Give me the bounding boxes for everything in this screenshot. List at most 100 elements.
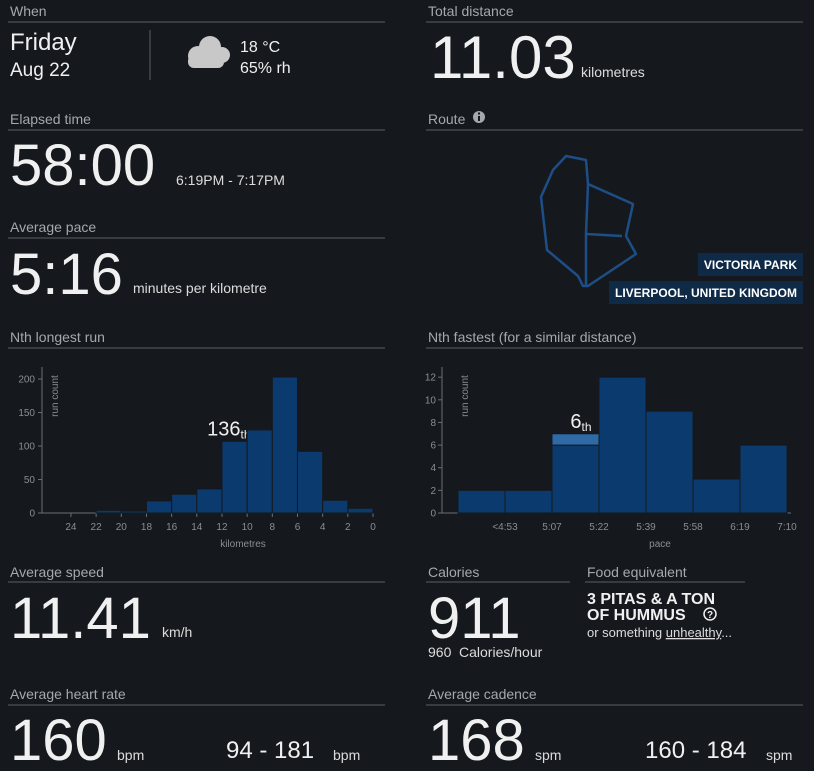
bar — [221, 440, 248, 514]
bar — [347, 507, 374, 514]
cadence-range: 160 - 184 — [645, 737, 746, 764]
y-tick-label: 50 — [24, 475, 36, 486]
annotation-suffix: th — [241, 427, 251, 441]
y-tick-label: 4 — [430, 463, 436, 474]
bar — [120, 510, 147, 514]
heading: Total distance — [428, 3, 514, 19]
annotation: 136 — [207, 418, 240, 440]
x-tick-label: 7:10 — [777, 522, 797, 533]
temperature: 18 °C — [240, 39, 280, 56]
x-axis-label: pace — [649, 539, 671, 550]
pace-unit: minutes per kilometre — [133, 280, 267, 296]
calories-rate: 960 — [428, 644, 452, 660]
bar — [457, 489, 506, 514]
note-text: or something — [587, 625, 666, 640]
bar — [551, 444, 600, 514]
heading: Nth fastest (for a similar distance) — [428, 329, 637, 345]
x-tick-label: 5:58 — [683, 522, 703, 533]
help-icon[interactable]: ? — [703, 607, 717, 621]
x-tick-label: 0 — [370, 522, 376, 533]
bar — [271, 376, 298, 514]
x-tick-label: 2 — [345, 522, 351, 533]
cadence-value: 168 — [428, 708, 525, 771]
heart-range-unit: bpm — [333, 747, 360, 763]
route-label: LIVERPOOL, UNITED KINGDOM — [615, 286, 797, 300]
bar — [145, 500, 173, 514]
heading: Average pace — [10, 219, 96, 235]
x-tick-label: 18 — [141, 522, 153, 533]
cadence-unit: spm — [535, 747, 561, 763]
calories-value: 911 — [428, 586, 520, 651]
heart-value: 160 — [10, 708, 107, 771]
x-tick-label: 14 — [191, 522, 203, 533]
x-tick-label: 5:39 — [636, 522, 656, 533]
humidity: 65% rh — [240, 60, 291, 77]
pace-value: 5:16 — [10, 242, 123, 307]
info-icon[interactable] — [473, 111, 485, 123]
y-tick-label: 2 — [430, 486, 436, 497]
y-tick-label: 200 — [18, 375, 35, 386]
bar — [692, 478, 741, 514]
distance-unit: kilometres — [581, 64, 645, 80]
day: Friday — [10, 29, 77, 56]
y-tick-label: 8 — [430, 418, 436, 429]
bar — [598, 376, 647, 514]
bar — [645, 410, 694, 514]
note-link[interactable]: unhealthy — [666, 625, 723, 640]
speed-unit: km/h — [162, 624, 192, 640]
x-tick-label: 5:07 — [542, 522, 562, 533]
x-tick-label: 22 — [91, 522, 103, 533]
heading: Route — [428, 111, 466, 127]
x-tick-label: 10 — [242, 522, 254, 533]
heading: When — [10, 3, 47, 19]
y-tick-label: 12 — [425, 373, 437, 384]
route-label-box — [697, 253, 803, 276]
heading: Nth longest run — [10, 329, 105, 345]
date: Aug 22 — [10, 60, 70, 81]
y-tick-label: 0 — [29, 509, 35, 520]
y-tick-label: 10 — [425, 395, 437, 406]
y-tick-label: 0 — [430, 509, 436, 520]
annotation: 6 — [570, 411, 581, 433]
elapsed-value: 58:00 — [10, 133, 155, 198]
heading: Average cadence — [428, 686, 537, 702]
heading: Elapsed time — [10, 111, 91, 127]
route-map — [539, 154, 638, 288]
cloud-icon — [188, 36, 230, 68]
x-tick-label: 5:22 — [589, 522, 609, 533]
x-tick-label: 12 — [216, 522, 228, 533]
food-title: OF HUMMUS — [587, 607, 686, 624]
y-axis-label: run count — [460, 375, 471, 417]
bar — [322, 499, 349, 514]
x-tick-label: 8 — [270, 522, 276, 533]
x-axis-label: kilometres — [220, 539, 266, 550]
heading: Average speed — [10, 564, 104, 580]
route-label: VICTORIA PARK — [704, 258, 797, 272]
y-tick-label: 150 — [18, 408, 35, 419]
annotation-suffix: th — [582, 420, 592, 434]
elapsed-range: 6:19PM - 7:17PM — [176, 172, 285, 188]
highlight-bar — [551, 433, 600, 446]
heart-range: 94 - 181 — [226, 737, 314, 764]
x-tick-label: 16 — [166, 522, 178, 533]
x-tick-label: 4 — [320, 522, 326, 533]
x-tick-label: 6 — [295, 522, 301, 533]
cadence-range-unit: spm — [766, 747, 792, 763]
bar — [196, 488, 223, 514]
y-axis-label: run count — [50, 375, 61, 417]
bar — [171, 493, 198, 514]
heading: Food equivalent — [587, 564, 687, 580]
food-title: 3 PITAS & A TON — [587, 591, 715, 608]
heading: Average heart rate — [10, 686, 126, 702]
route-label-box — [608, 281, 803, 304]
heading: Calories — [428, 564, 479, 580]
bar — [95, 509, 122, 514]
x-tick-label: 24 — [65, 522, 77, 533]
x-tick-label: <4:53 — [492, 522, 518, 533]
bar — [296, 450, 324, 514]
bar — [504, 489, 553, 514]
note-text: ... — [721, 625, 732, 640]
distance-value: 11.03 — [430, 24, 576, 91]
